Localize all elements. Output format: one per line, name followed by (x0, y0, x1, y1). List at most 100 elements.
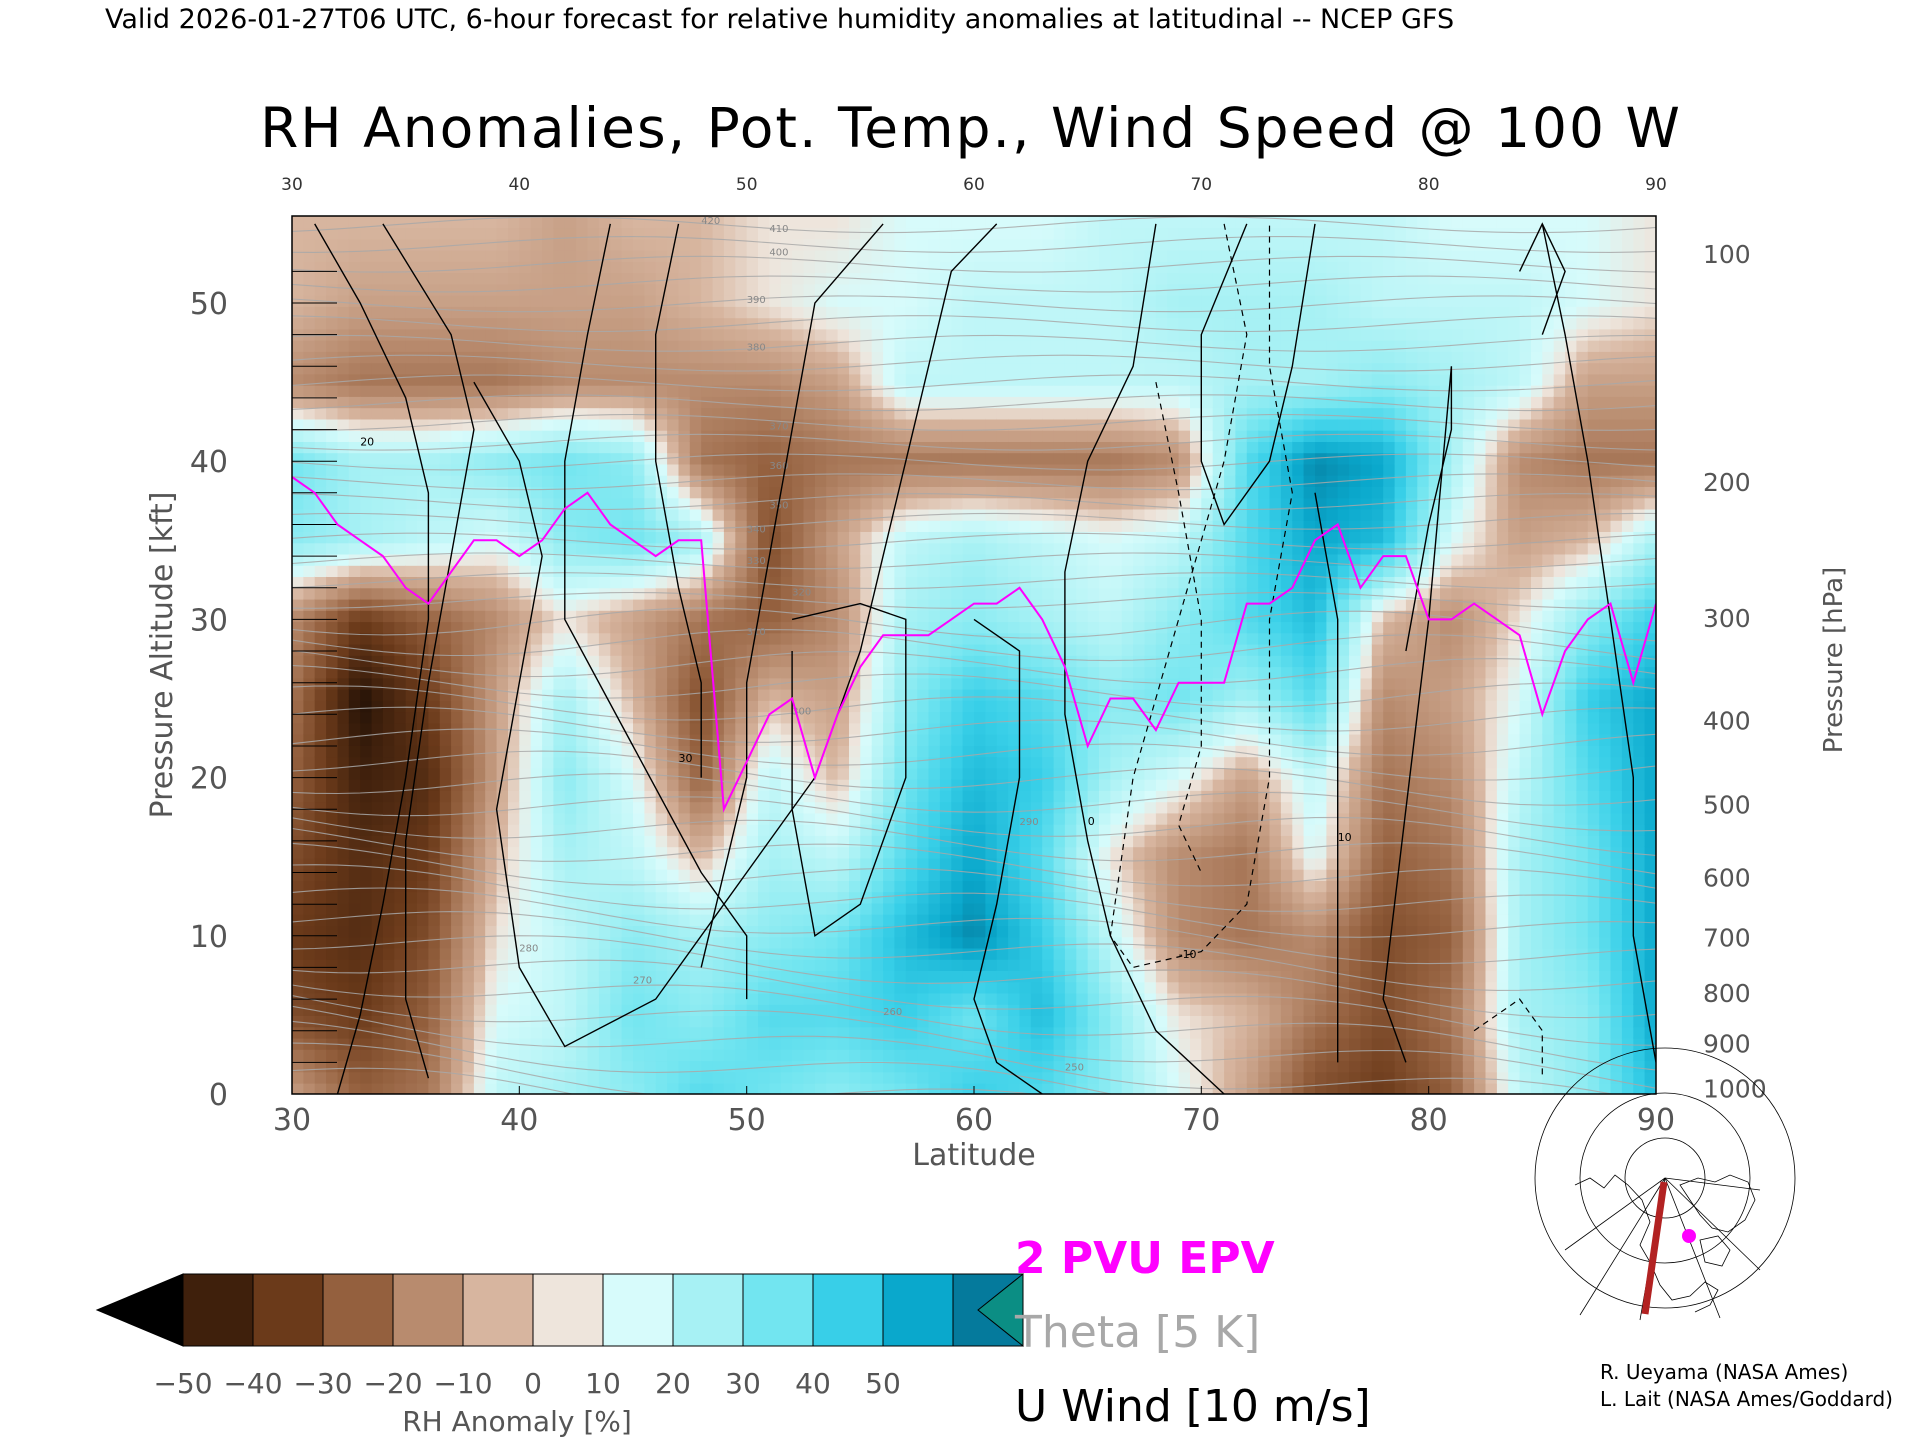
heat-cell (621, 1026, 634, 1039)
heat-cell (564, 238, 577, 251)
heat-cell (917, 1060, 930, 1073)
heat-cell (814, 227, 828, 240)
heat-cell (428, 767, 441, 780)
heat-cell (951, 362, 964, 375)
heat-cell (439, 553, 452, 566)
heat-cell (996, 666, 1009, 679)
heat-cell (598, 418, 612, 431)
heat-cell (723, 407, 737, 420)
heat-cell (701, 216, 714, 229)
heat-cell (939, 542, 953, 555)
heat-cell (735, 272, 748, 285)
heat-cell (792, 306, 805, 319)
heat-cell (610, 407, 623, 420)
heat-cell (746, 1015, 759, 1028)
heat-cell (394, 418, 407, 431)
heat-cell (962, 519, 975, 532)
heat-cell (371, 339, 384, 352)
heat-cell (655, 542, 668, 555)
heat-cell (303, 700, 316, 713)
heat-cell (746, 801, 759, 814)
heat-cell (519, 396, 532, 409)
heat-cell (439, 508, 452, 521)
heat-cell (462, 632, 475, 645)
heat-cell (939, 745, 953, 758)
heat-cell (564, 351, 577, 364)
heat-cell (667, 610, 680, 623)
heat-cell (382, 925, 396, 938)
heat-cell (564, 1082, 577, 1094)
heat-cell (746, 823, 759, 836)
heat-cell (735, 553, 748, 566)
heat-cell (803, 621, 816, 634)
heat-cell (917, 868, 930, 881)
heat-cell (644, 373, 657, 386)
heat-cell (576, 317, 589, 330)
heat-cell (962, 508, 975, 521)
heat-cell (746, 441, 759, 454)
heat-cell (598, 958, 612, 971)
heat-cell (485, 384, 498, 397)
heat-cell (428, 249, 441, 262)
heat-cell (985, 1071, 998, 1084)
heat-cell (996, 958, 1009, 971)
heat-cell (894, 767, 907, 780)
heat-cell (451, 621, 464, 634)
heat-cell (576, 857, 589, 870)
heat-cell (508, 283, 521, 296)
heat-cell (542, 587, 555, 600)
heat-cell (917, 1071, 930, 1084)
heat-cell (837, 970, 850, 983)
heat-cell (314, 925, 327, 938)
heat-cell (701, 857, 714, 870)
heat-cell (598, 790, 612, 803)
heat-cell (303, 925, 316, 938)
heat-cell (371, 666, 384, 679)
heat-cell (542, 756, 555, 769)
heat-cell (519, 857, 532, 870)
heat-cell (621, 216, 634, 229)
heat-cell (735, 1060, 748, 1073)
heat-cell (519, 564, 532, 577)
heat-cell (598, 970, 612, 983)
heat-cell (689, 1037, 702, 1050)
heat-cell (974, 700, 987, 713)
heat-cell (962, 902, 975, 915)
heat-cell (553, 486, 566, 499)
heat-cell (883, 790, 896, 803)
heat-cell (985, 362, 998, 375)
heat-cell (394, 429, 407, 442)
heat-cell (1008, 227, 1021, 240)
heat-cell (382, 362, 396, 375)
heat-cell (439, 958, 452, 971)
heat-cell (371, 688, 384, 701)
heat-cell (564, 272, 577, 285)
heat-cell (360, 1026, 373, 1039)
heat-cell (473, 542, 487, 555)
heat-cell (451, 936, 464, 949)
heat-cell (326, 902, 339, 915)
heat-cell (928, 801, 941, 814)
heat-cell (382, 666, 396, 679)
heat-cell (723, 598, 737, 611)
heat-cell (303, 384, 316, 397)
heat-cell (360, 418, 373, 431)
heat-cell (621, 441, 634, 454)
heat-cell (337, 452, 350, 465)
heat-cell (962, 497, 975, 510)
heat-cell (655, 700, 668, 713)
heat-cell (974, 1071, 987, 1084)
heat-cell (337, 429, 350, 442)
heat-cell (564, 373, 577, 386)
heat-cell (587, 452, 600, 465)
heat-cell (576, 519, 589, 532)
heat-cell (576, 1015, 589, 1028)
heat-cell (530, 778, 543, 791)
heat-cell (314, 317, 327, 330)
heat-cell (723, 564, 737, 577)
heat-cell (382, 947, 396, 960)
heat-cell (417, 249, 430, 262)
heat-cell (530, 396, 543, 409)
heat-cell (735, 519, 748, 532)
heat-cell (678, 756, 691, 769)
